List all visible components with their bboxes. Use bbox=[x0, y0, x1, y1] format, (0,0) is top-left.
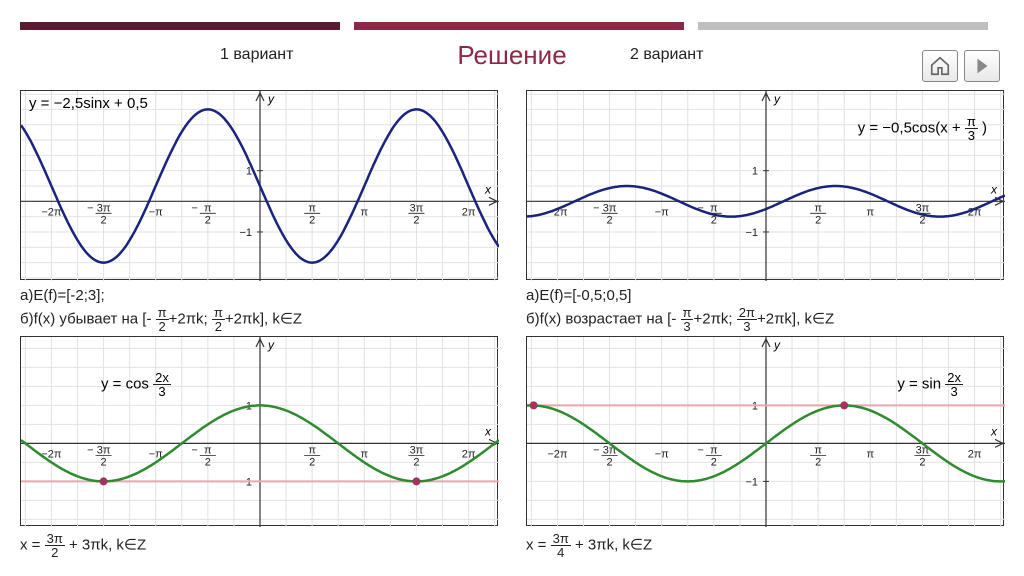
page-title: Решение bbox=[0, 40, 1024, 71]
svg-text:2: 2 bbox=[815, 456, 821, 468]
svg-text:1: 1 bbox=[752, 166, 758, 178]
svg-text:−π: −π bbox=[655, 206, 669, 218]
svg-text:π: π bbox=[204, 444, 212, 456]
plot-top-left: xy−2π−3π2−π−π2π2π3π22π1−1y = −2,5sinx + … bbox=[20, 90, 498, 333]
svg-text:y: y bbox=[773, 92, 781, 106]
svg-text:3π: 3π bbox=[410, 202, 424, 214]
svg-text:2: 2 bbox=[607, 456, 613, 468]
svg-text:π: π bbox=[360, 448, 368, 460]
svg-text:y: y bbox=[267, 92, 275, 106]
svg-text:2: 2 bbox=[919, 456, 925, 468]
svg-text:3π: 3π bbox=[97, 202, 111, 214]
caption-line: а)E(f)=[-0,5;0,5] bbox=[526, 286, 1004, 306]
svg-text:2: 2 bbox=[413, 214, 419, 226]
formula-label: y = cos 2x3 bbox=[101, 371, 171, 398]
svg-text:π: π bbox=[710, 202, 718, 214]
svg-text:2: 2 bbox=[309, 456, 315, 468]
top-rules bbox=[0, 22, 1024, 32]
svg-text:2: 2 bbox=[101, 456, 107, 468]
svg-text:π: π bbox=[866, 206, 874, 218]
svg-text:2: 2 bbox=[205, 456, 211, 468]
svg-text:−: − bbox=[191, 444, 197, 456]
formula-label: y = −0,5cos(x + π3 ) bbox=[858, 115, 987, 142]
svg-text:y: y bbox=[267, 338, 275, 352]
svg-text:π: π bbox=[308, 202, 316, 214]
svg-text:−: − bbox=[593, 202, 599, 214]
svg-text:2π: 2π bbox=[462, 206, 476, 218]
svg-text:π: π bbox=[710, 444, 718, 456]
svg-text:π: π bbox=[204, 202, 212, 214]
svg-text:x: x bbox=[990, 424, 998, 438]
graph-box: xy−2π−3π2−π−π2π2π3π22π1−1y = −2,5sinx + … bbox=[20, 90, 498, 280]
caption: x = 3π2 + 3πk, k∈Z bbox=[20, 532, 498, 559]
svg-text:−1: −1 bbox=[745, 227, 758, 239]
formula-label: y = −2,5sinx + 0,5 bbox=[29, 95, 148, 112]
caption-line: x = 3π2 + 3πk, k∈Z bbox=[20, 532, 498, 559]
rule-1 bbox=[20, 22, 340, 30]
rule-3 bbox=[698, 22, 988, 30]
svg-text:2: 2 bbox=[101, 214, 107, 226]
titles: Решение 1 вариант 2 вариант bbox=[0, 44, 1024, 72]
graph-box: xy−2π−3π2−π−π2π2π3π22π1−1y = cos 2x3 bbox=[20, 336, 498, 526]
svg-text:π: π bbox=[866, 448, 874, 460]
caption-line: б)f(x) убывает на [- π2+2πk; π2+2πk], k∈… bbox=[20, 306, 498, 333]
plot-top-right: xy−2π−3π2−π−π2π2π3π22π1−1y = −0,5cos(x +… bbox=[526, 90, 1004, 333]
plot-bot-right: xy−2π−3π2−π−π2π2π3π22π1−1y = sin 2x3x = … bbox=[526, 336, 1004, 559]
home-button[interactable] bbox=[922, 50, 958, 82]
next-icon bbox=[971, 55, 993, 77]
rule-2 bbox=[354, 22, 684, 30]
svg-text:2: 2 bbox=[309, 214, 315, 226]
svg-text:x: x bbox=[990, 182, 998, 196]
variant-1-label: 1 вариант bbox=[220, 46, 293, 64]
graph-box: xy−2π−3π2−π−π2π2π3π22π1−1y = −0,5cos(x +… bbox=[526, 90, 1004, 280]
svg-text:y: y bbox=[773, 338, 781, 352]
svg-text:π: π bbox=[308, 444, 316, 456]
svg-text:π: π bbox=[814, 202, 822, 214]
svg-text:3π: 3π bbox=[603, 202, 617, 214]
caption-line: б)f(x) возрастает на [- π3+2πk; 2π3+2πk]… bbox=[526, 306, 1004, 333]
caption: x = 3π4 + 3πk, k∈Z bbox=[526, 532, 1004, 559]
svg-text:3π: 3π bbox=[97, 444, 111, 456]
formula-label: y = sin 2x3 bbox=[897, 371, 963, 398]
svg-text:−2π: −2π bbox=[547, 448, 568, 460]
home-icon bbox=[929, 55, 951, 77]
svg-text:−1: −1 bbox=[745, 476, 758, 488]
svg-text:π: π bbox=[360, 206, 368, 218]
svg-text:−1: −1 bbox=[239, 227, 252, 239]
next-button[interactable] bbox=[964, 50, 1000, 82]
caption-line: x = 3π4 + 3πk, k∈Z bbox=[526, 532, 1004, 559]
svg-text:2π: 2π bbox=[968, 448, 982, 460]
svg-text:x: x bbox=[484, 424, 492, 438]
svg-text:−: − bbox=[593, 444, 599, 456]
svg-text:2: 2 bbox=[205, 214, 211, 226]
variant-2-label: 2 вариант bbox=[630, 46, 703, 64]
svg-text:−: − bbox=[87, 202, 93, 214]
svg-text:−2π: −2π bbox=[41, 206, 62, 218]
svg-text:x: x bbox=[484, 182, 492, 196]
svg-text:2: 2 bbox=[413, 456, 419, 468]
caption-line: а)E(f)=[-2;3]; bbox=[20, 286, 498, 306]
svg-text:π: π bbox=[814, 444, 822, 456]
svg-text:2: 2 bbox=[815, 214, 821, 226]
svg-text:−π: −π bbox=[655, 448, 669, 460]
svg-text:2: 2 bbox=[607, 214, 613, 226]
svg-text:−: − bbox=[87, 444, 93, 456]
caption: а)E(f)=[-0,5;0,5]б)f(x) возрастает на [-… bbox=[526, 286, 1004, 333]
plot-bot-left: xy−2π−3π2−π−π2π2π3π22π1−1y = cos 2x3x = … bbox=[20, 336, 498, 559]
svg-text:−: − bbox=[697, 444, 703, 456]
caption: а)E(f)=[-2;3];б)f(x) убывает на [- π2+2π… bbox=[20, 286, 498, 333]
graph-box: xy−2π−3π2−π−π2π2π3π22π1−1y = sin 2x3 bbox=[526, 336, 1004, 526]
svg-text:3π: 3π bbox=[410, 444, 424, 456]
svg-text:2: 2 bbox=[711, 456, 717, 468]
svg-text:−π: −π bbox=[149, 206, 163, 218]
svg-text:−: − bbox=[191, 202, 197, 214]
